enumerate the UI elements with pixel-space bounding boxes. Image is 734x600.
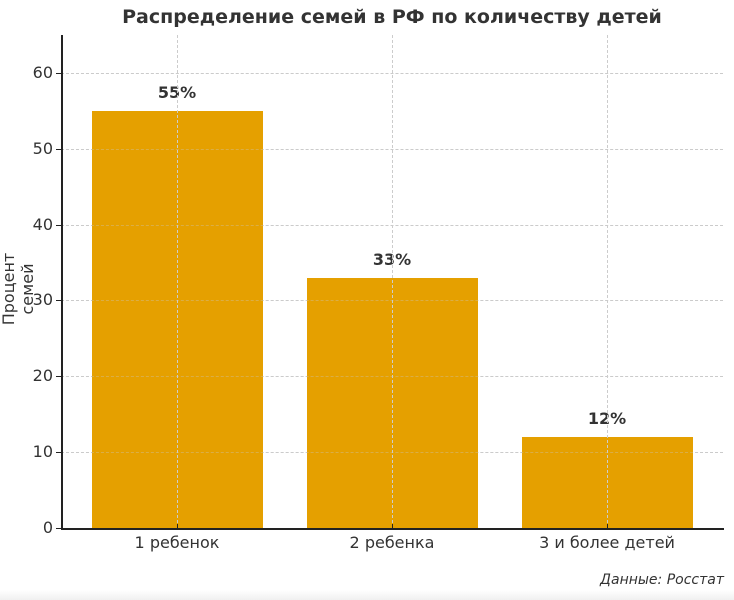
x-tick-mark (392, 524, 393, 529)
chart-title: Распределение семей в РФ по количеству д… (122, 6, 662, 28)
plot-area: 55% 33% 12% (61, 35, 723, 528)
y-tick-label: 10 (32, 442, 53, 462)
y-tick-label: 0 (42, 518, 53, 537)
y-tick-mark (56, 528, 61, 529)
x-tick-mark (177, 524, 178, 529)
grid-line-horizontal-overlay (61, 148, 723, 150)
y-tick-mark (56, 452, 61, 454)
y-tick-label: 60 (32, 62, 53, 82)
y-tick-label: 20 (32, 366, 53, 386)
y-axis-label: Процент семей (0, 252, 37, 326)
grid-line-horizontal-overlay (61, 300, 723, 302)
y-tick-mark (56, 376, 61, 378)
grid-line-vertical (607, 35, 608, 528)
x-tick-mark (607, 524, 608, 529)
bar-value-label: 12% (587, 408, 627, 428)
x-tick-label: 3 и более детей (539, 533, 675, 552)
grid-line-vertical (392, 35, 393, 528)
grid-line-vertical (177, 35, 178, 528)
y-tick-label: 30 (32, 290, 53, 310)
bar-value-label: 55% (157, 82, 197, 102)
y-axis-line (61, 35, 63, 529)
grid-line-horizontal-overlay (61, 376, 723, 378)
y-tick-label: 40 (32, 214, 53, 234)
y-tick-mark (56, 300, 61, 302)
source-note: Данные: Росстат (600, 572, 724, 588)
y-tick-mark (56, 72, 61, 74)
x-tick-label: 1 ребенок (134, 533, 220, 552)
y-tick-label: 50 (32, 138, 53, 158)
grid-line-horizontal-overlay (61, 452, 723, 454)
bottom-shade (0, 590, 734, 600)
grid-line-horizontal-overlay (61, 224, 723, 226)
y-tick-mark (56, 224, 61, 226)
grid-line-horizontal-overlay (61, 72, 723, 74)
bar-value-label: 33% (372, 249, 412, 269)
x-tick-label: 2 ребенка (349, 533, 435, 552)
y-tick-mark (56, 148, 61, 150)
